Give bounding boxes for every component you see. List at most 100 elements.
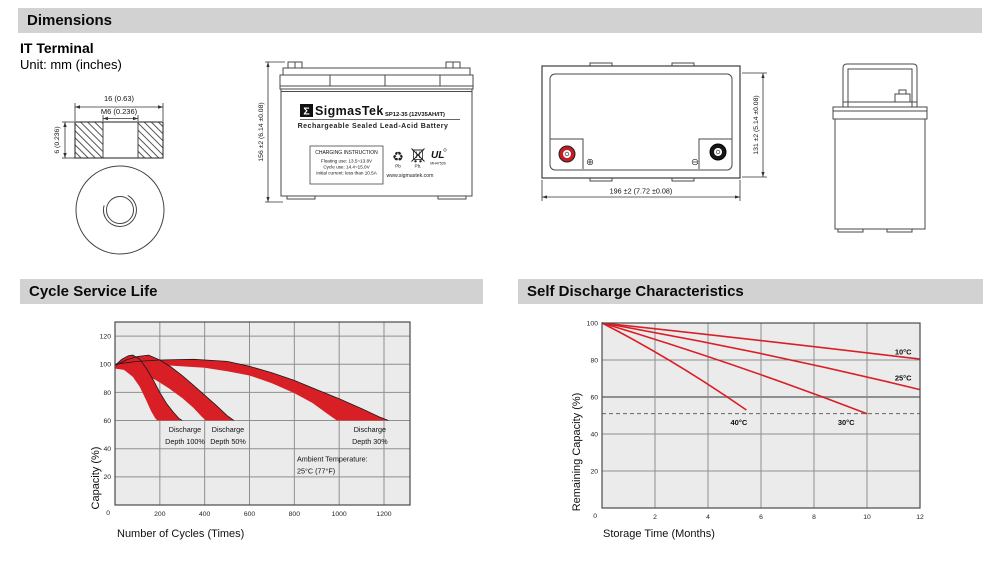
terminal-height-label: 6 (0.236) <box>54 126 61 153</box>
brand-name: SigmasTek <box>315 104 384 118</box>
plot-border <box>601 322 921 509</box>
charging-instruction-box: CHARGING INSTRUCTION Floating use: 13.5~… <box>309 145 384 185</box>
bin-pb-label: Pb. <box>415 164 422 169</box>
terminal-thread-label: M6 (0.236) <box>101 107 138 116</box>
recycle-pb-icon: ♻ Pb <box>392 149 404 169</box>
side-view-outline <box>832 63 928 233</box>
x-tick-label: 200 <box>154 511 166 518</box>
terminal-width-label: 16 (0.63) <box>104 94 135 103</box>
height-dimension: 156 ±2 (6.14 ±0.08) <box>258 61 285 203</box>
chart-annotation: 25°C (77°F) <box>297 466 335 475</box>
battery-top-view: ⊕ ⊖ 196 ±2 (7.72 ±0.08) 131 ±2 (5.14 ±0.… <box>541 62 767 201</box>
dod-band <box>115 355 183 421</box>
y-tick-label: 120 <box>100 333 112 340</box>
charging-line-1: Floating use: 13.5~13.8V <box>321 159 373 164</box>
x-tick-label: 6 <box>759 514 763 521</box>
dod-band <box>115 359 389 421</box>
band-top-outline <box>114 354 235 421</box>
section-title-self-discharge: Self Discharge Characteristics <box>527 283 744 300</box>
terminal-thread-dimension: M6 (0.236) <box>101 107 139 121</box>
sigma-logo-box <box>300 104 313 117</box>
y-axis-title: Remaining Capacity (%) <box>571 393 583 512</box>
cycle-service-life-chart: 200 400 600 800 1000 1200204060801001200Capac… <box>90 321 411 540</box>
handle <box>842 63 918 107</box>
series-label: 25°C <box>895 373 912 382</box>
y-tick-label: 20 <box>590 468 598 475</box>
terminal-detail-drawing: 16 (0.63) M6 (0.236) 6 (0.236) <box>54 94 165 255</box>
ul-letters: UL <box>431 150 444 161</box>
section-header-self-discharge: Self Discharge Characteristics <box>518 279 983 304</box>
svg-text:♻: ♻ <box>392 149 404 164</box>
series-line <box>601 322 921 360</box>
self-discharge-chart: 2 4 6 8 10 12 20 40 60 80 100 0 Remaining Capacity (… <box>571 320 924 540</box>
y-tick-label: 40 <box>590 431 598 438</box>
section-header-dimensions: Dimensions <box>18 8 982 33</box>
sigma-logo-icon: Σ <box>303 106 309 118</box>
series-line <box>601 322 921 391</box>
series-label: 10°C <box>895 347 912 356</box>
y-axis-title: Capacity (%) <box>90 447 102 510</box>
battery-front-view: 156 ±2 (6.14 ±0.08) Σ SigmasTek SP12-35 … <box>258 61 474 203</box>
y-tick-label: 80 <box>103 390 111 397</box>
section-header-cycle-service-life: Cycle Service Life <box>20 279 483 304</box>
chart-annotation: Depth 50% <box>210 437 246 446</box>
x-tick-label: 12 <box>916 514 924 521</box>
crossed-bin-pb-icon: Pb. <box>411 148 425 169</box>
x-tick-label: 600 <box>244 511 256 518</box>
x-tick-label: 400 <box>199 511 211 518</box>
y-tick-label: 20 <box>103 474 111 481</box>
terminal-width-dimension: 16 (0.63) <box>74 94 164 121</box>
section-title-dimensions: Dimensions <box>27 12 113 29</box>
section-title-cycle: Cycle Service Life <box>29 283 158 300</box>
battery-case-outline <box>279 61 474 200</box>
chart-annotation: Depth 100% <box>165 437 205 446</box>
y-tick-label: 60 <box>590 394 598 401</box>
chart-annotation: Ambient Temperature: <box>297 454 368 463</box>
ul-file-number: MH47539 <box>430 162 446 166</box>
battery-type-line: Rechargeable Sealed Lead-Acid Battery <box>298 123 449 130</box>
unit-note: Unit: mm (inches) <box>20 57 122 72</box>
terminal-top-view-circle <box>75 165 165 255</box>
series-label: 40°C <box>731 418 748 427</box>
width-dimension: 196 ±2 (7.72 ±0.08) <box>541 180 741 201</box>
charging-line-2: Cycle use: 14.4~15.0V <box>323 165 370 170</box>
negative-terminal <box>709 143 727 161</box>
positive-terminal <box>558 145 576 163</box>
width-dimension-label: 196 ±2 (7.72 ±0.08) <box>610 187 673 196</box>
series-line <box>601 322 868 415</box>
chart-annotation: Discharge <box>169 425 201 434</box>
charging-line-3: Initial current: less than 10.5A <box>316 171 377 176</box>
chart-annotation: Discharge <box>354 425 386 434</box>
recycle-pb-label: Pb <box>395 164 401 169</box>
terminal-height-dimension: 6 (0.236) <box>54 121 75 159</box>
depth-dimension: 131 ±2 (5.14 ±0.08) <box>742 72 767 178</box>
y-tick-label: 40 <box>103 446 111 453</box>
x-tick-label: 1200 <box>376 511 391 518</box>
terminal-cross-section <box>74 121 164 159</box>
dod-band <box>115 355 234 421</box>
website-text: www.sigmastek.com <box>387 173 434 179</box>
y-tick-label: 80 <box>590 357 598 364</box>
origin-tick-label: 0 <box>593 513 597 520</box>
negative-symbol: ⊖ <box>691 157 699 168</box>
y-tick-label: 100 <box>100 362 112 369</box>
x-tick-label: 800 <box>289 511 301 518</box>
model-number: SP12-35 (12V35AH/IT) <box>385 112 445 118</box>
chart-annotation: Discharge <box>212 425 244 434</box>
depth-dimension-label: 131 ±2 (5.14 ±0.08) <box>753 95 760 154</box>
top-view-outline <box>541 62 741 182</box>
plot-border <box>114 321 411 506</box>
battery-label: Σ SigmasTek SP12-35 (12V35AH/IT) Recharg… <box>298 104 460 185</box>
y-tick-label: 60 <box>103 418 111 425</box>
series-line <box>601 322 747 411</box>
terminal-type-heading: IT Terminal <box>20 40 94 56</box>
x-tick-label: 2 <box>653 514 657 521</box>
x-tick-label: 4 <box>706 514 710 521</box>
x-axis-title: Number of Cycles (Times) <box>117 528 244 540</box>
positive-symbol: ⊕ <box>586 157 594 168</box>
origin-tick-label: 0 <box>106 510 110 517</box>
x-axis-title: Storage Time (Months) <box>603 528 715 540</box>
ul-mark-icon: UL MH47539 <box>430 148 447 166</box>
band-top-outline <box>114 354 183 421</box>
